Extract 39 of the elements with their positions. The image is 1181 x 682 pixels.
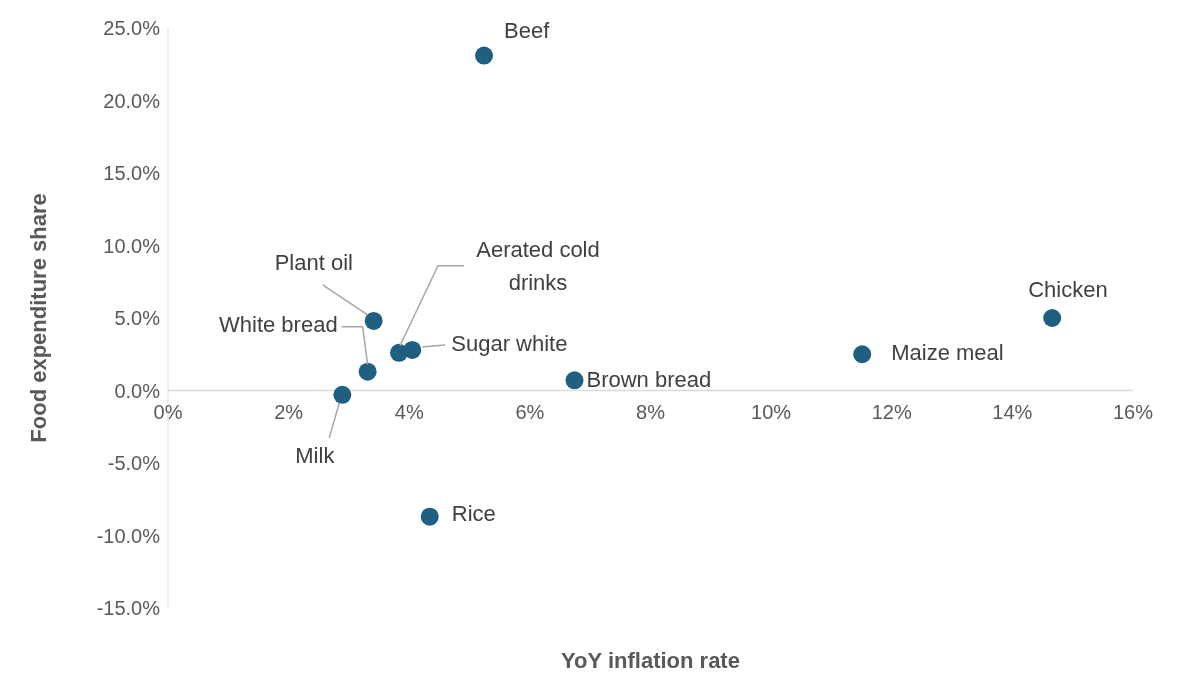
point (475, 46, 494, 65)
y-tick-label: 15.0% (103, 162, 161, 185)
point (358, 362, 377, 381)
y-tick-label: 25.0% (103, 17, 161, 40)
y-tick-label: -5.0% (107, 452, 161, 475)
annotation: Plant oil (274, 249, 353, 275)
point (1043, 309, 1062, 327)
y-tick-label: 0.0% (114, 379, 161, 402)
x-tick-label: 2% (274, 400, 304, 423)
point (333, 385, 352, 404)
annotation: Brown bread (586, 367, 712, 393)
x-tick-label: 12% (871, 400, 912, 423)
y-tick-label: 20.0% (103, 89, 161, 112)
annotation: Rice (451, 500, 496, 526)
annotation: Beef (504, 17, 551, 43)
y-axis-title: Food expenditure share (25, 193, 51, 443)
point (364, 311, 383, 330)
x-axis-title: YoY inflation rate (561, 648, 740, 673)
annotation: Maize meal (891, 340, 1004, 366)
x-tick-label: 0% (153, 400, 183, 423)
x-tick-label: 14% (992, 400, 1033, 423)
annotation: Milk (295, 442, 336, 468)
x-tick-label: 6% (515, 400, 545, 423)
x-tick-label: 8% (636, 400, 666, 423)
x-tick-label: 10% (751, 400, 792, 423)
y-tick-label: 5.0% (114, 307, 161, 330)
point (420, 507, 439, 526)
y-tick-label: -10.0% (96, 524, 161, 547)
annotation: Chicken (1028, 276, 1108, 302)
y-tick-label: 10.0% (103, 234, 161, 257)
point (403, 340, 422, 359)
point (853, 345, 872, 364)
annotation: White bread (219, 311, 338, 337)
x-tick-label: 4% (394, 400, 424, 423)
point (565, 371, 584, 390)
annotation: Sugar white (451, 330, 568, 356)
y-tick-label: -15.0% (96, 597, 161, 620)
x-tick-label: 16% (1112, 400, 1154, 423)
annotation: Aerated cold drinks (476, 236, 600, 295)
